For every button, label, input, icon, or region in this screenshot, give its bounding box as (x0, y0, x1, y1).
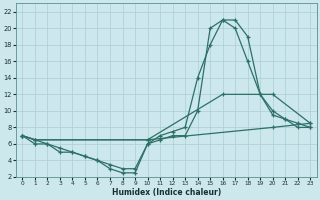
X-axis label: Humidex (Indice chaleur): Humidex (Indice chaleur) (112, 188, 221, 197)
